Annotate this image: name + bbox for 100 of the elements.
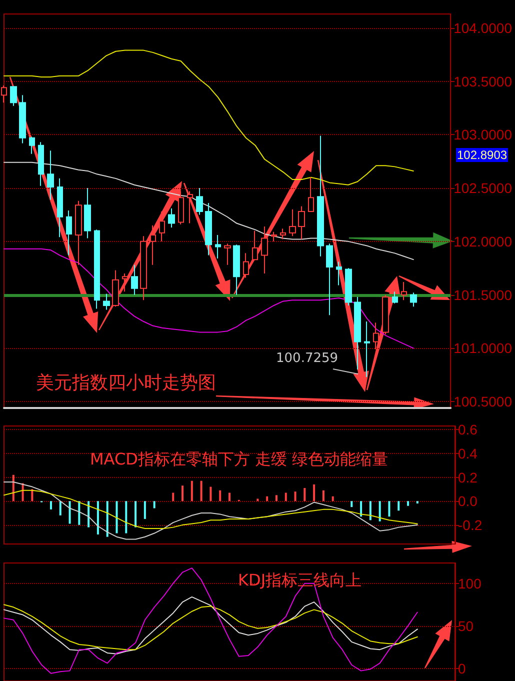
line-series: [4, 162, 414, 260]
bar: [275, 495, 278, 502]
bar: [134, 501, 137, 528]
bar: [182, 486, 184, 502]
bar: [106, 501, 108, 537]
candlestick: [326, 243, 333, 316]
candlestick: [94, 229, 100, 310]
y-tick-label: 102.5000: [454, 180, 512, 196]
bar: [294, 492, 296, 502]
bar: [322, 490, 324, 502]
line-series: [4, 490, 418, 530]
bar: [388, 501, 390, 517]
bar: [378, 501, 381, 522]
y-tick-label: 0.2: [458, 469, 478, 486]
bar: [332, 496, 334, 502]
candlestick: [392, 291, 398, 304]
y-tick-label: 100.5000: [454, 394, 512, 410]
bar: [219, 490, 222, 502]
candlestick: [215, 234, 221, 260]
candlestick: [75, 200, 82, 266]
bar: [125, 501, 128, 534]
candlestick: [271, 231, 277, 242]
y-tick-label: 102.0000: [454, 233, 512, 250]
y-tick-label: 103.0000: [454, 126, 512, 143]
candlestick: [122, 272, 128, 292]
candlestick: [159, 211, 165, 242]
bar: [172, 492, 174, 502]
candlestick: [131, 264, 138, 296]
bar: [304, 488, 306, 502]
candlestick: [84, 188, 91, 239]
bar: [144, 501, 146, 519]
candlestick: [233, 244, 240, 296]
bar: [59, 501, 62, 516]
candlestick: [354, 296, 361, 370]
candlestick: [289, 208, 296, 237]
bar: [350, 501, 353, 508]
candlestick: [261, 226, 268, 274]
y-tick-label: 104.0000: [454, 20, 512, 36]
line-series: [4, 604, 418, 650]
candlestick: [298, 206, 305, 240]
candlestick: [373, 322, 379, 350]
y-tick-label: 50: [458, 618, 474, 634]
candlestick: [150, 224, 156, 266]
candlestick: [336, 261, 342, 286]
candlestick: [410, 292, 417, 308]
line-series: [4, 596, 418, 654]
candlestick: [308, 176, 314, 212]
y-tick-label: 100: [458, 575, 482, 592]
bar: [369, 501, 372, 520]
y-tick-label: 101.0000: [454, 340, 512, 356]
candlestick: [205, 202, 212, 256]
y-tick-label: 0.0: [458, 493, 478, 510]
bar: [68, 501, 71, 524]
y-tick-label: 0.6: [458, 422, 478, 438]
bar: [210, 486, 212, 502]
candlestick: [29, 136, 35, 154]
bar: [200, 480, 202, 502]
bar: [153, 501, 156, 508]
bar: [256, 498, 259, 502]
bar: [313, 484, 316, 502]
annotation: 美元指数四小时走势图: [36, 372, 216, 394]
y-tick-label: 0.4: [458, 445, 478, 462]
candlestick: [19, 94, 26, 144]
bar: [190, 480, 193, 502]
line-series: [4, 568, 418, 674]
candlestick: [57, 178, 63, 238]
candlestick: [103, 293, 110, 310]
line-series: [4, 50, 414, 186]
candlestick: [66, 210, 72, 256]
candlestick: [178, 190, 184, 225]
bar: [116, 501, 118, 534]
candlestick: [317, 135, 324, 257]
candlestick: [345, 268, 352, 306]
y-tick-label: 101.5000: [454, 286, 512, 303]
candlestick: [196, 188, 203, 216]
bar: [398, 501, 400, 511]
bar: [360, 501, 362, 517]
candlestick: [224, 243, 231, 266]
bar: [266, 496, 268, 502]
bar: [12, 474, 14, 502]
annotation: MACD指标在零轴下方 走缓 绿色动能缩量: [90, 450, 388, 468]
line-series: [4, 248, 414, 349]
candlestick: [168, 208, 175, 228]
bar: [228, 492, 230, 502]
annotation: 100.7259: [276, 351, 338, 366]
candlestick: [382, 294, 389, 335]
bar: [88, 501, 90, 528]
candlestick: [38, 142, 44, 186]
candlestick: [243, 252, 249, 278]
bar: [96, 501, 99, 534]
y-tick-label: -0.2: [458, 516, 482, 533]
candlestick: [112, 270, 119, 308]
candlestick: [140, 236, 147, 301]
y-tick-label: 103.5000: [454, 73, 512, 90]
candlestick: [280, 228, 286, 240]
line-series: [4, 482, 418, 540]
candlestick: [252, 230, 258, 260]
text: 102.8903: [457, 148, 508, 162]
bar: [284, 492, 287, 502]
candlestick: [10, 86, 17, 106]
